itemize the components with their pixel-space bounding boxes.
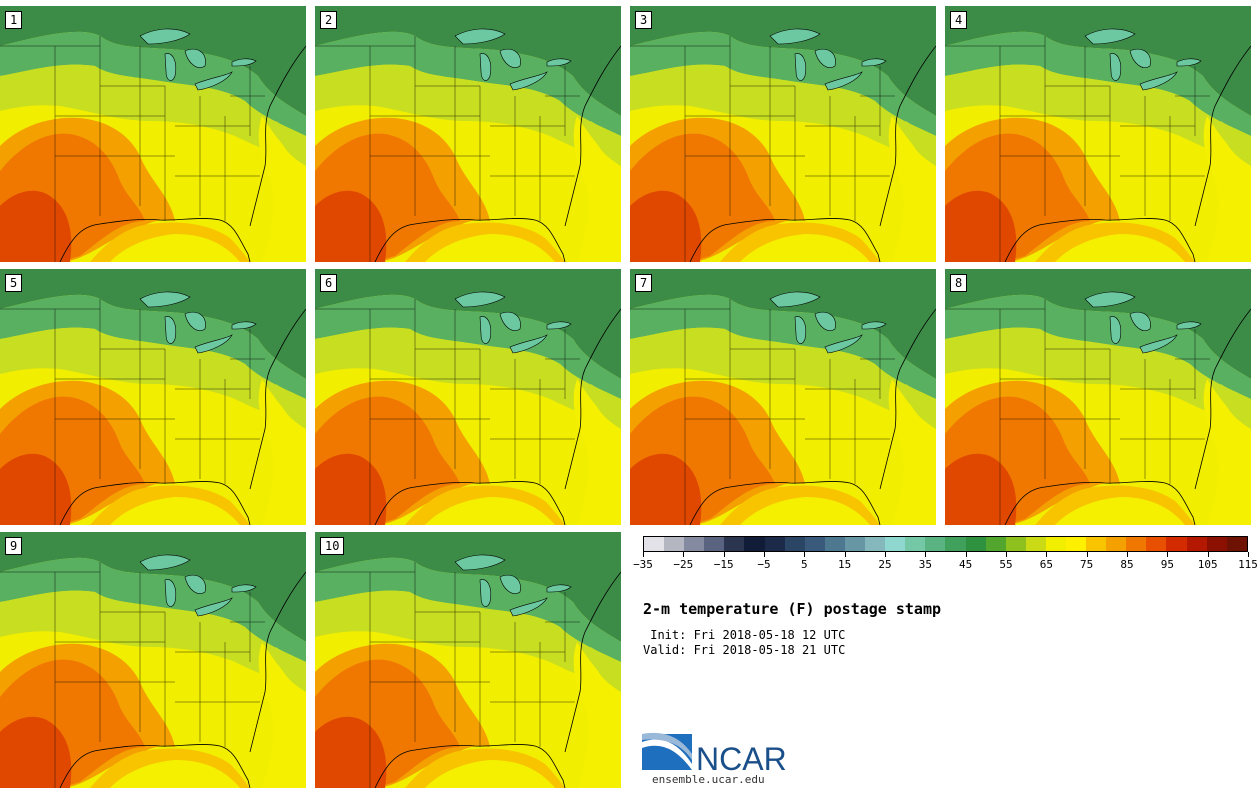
ensemble-member-panel: 1 [0, 6, 306, 262]
panel-member-label: 8 [950, 274, 968, 292]
colorbar-swatch [1146, 537, 1167, 551]
panel-member-label: 9 [5, 537, 23, 555]
panel-member-label: 3 [635, 11, 653, 29]
colorbar-swatch [885, 537, 906, 551]
colorbar-tick [844, 552, 846, 557]
colorbar-tick [925, 552, 927, 557]
panel-member-label: 5 [5, 274, 23, 292]
colorbar-swatch [744, 537, 765, 551]
colorbar-swatch [1025, 537, 1046, 551]
ensemble-member-panel: 3 [630, 6, 936, 262]
colorbar-tick [683, 552, 685, 557]
colorbar-swatch [804, 537, 825, 551]
colorbar-tick [885, 552, 886, 557]
colorbar-tick-label: 115 [1238, 558, 1258, 571]
colorbar-swatch [764, 537, 785, 551]
colorbar-tick [1248, 552, 1249, 557]
colorbar-tick-label: 35 [918, 558, 932, 571]
colorbar-tick-label: 25 [878, 558, 892, 571]
colorbar-tick-label: −5 [757, 558, 771, 571]
colorbar [643, 536, 1248, 552]
colorbar-ticks: −35 −25 −15 −5 5 15 25 35 45 55 65 75 85 95 105 115 [633, 552, 1258, 574]
colorbar-swatch [824, 537, 845, 551]
colorbar-tick [723, 552, 725, 557]
colorbar-swatch [865, 537, 886, 551]
colorbar-swatch [664, 537, 685, 551]
colorbar-tick [643, 552, 644, 557]
valid-time: Valid: Fri 2018-05-18 21 UTC [643, 643, 846, 657]
colorbar-swatch [945, 537, 966, 551]
colorbar-swatch [1126, 537, 1147, 551]
panel-member-label: 2 [320, 11, 338, 29]
colorbar-swatch [1045, 537, 1066, 551]
colorbar-tick-label: 15 [838, 558, 852, 571]
colorbar-swatch [684, 537, 705, 551]
colorbar-swatch [1005, 537, 1026, 551]
colorbar-swatch [1186, 537, 1207, 551]
colorbar-swatch [965, 537, 986, 551]
ensemble-member-panel: 10 [315, 532, 621, 788]
ensemble-member-panel: 4 [945, 6, 1251, 262]
colorbar-swatch [1065, 537, 1087, 551]
panel-member-label: 1 [5, 11, 23, 29]
colorbar-tick-label: 85 [1120, 558, 1134, 571]
colorbar-tick [1127, 552, 1128, 557]
ensemble-member-panel: 2 [315, 6, 621, 262]
colorbar-swatch [844, 537, 866, 551]
colorbar-swatch [905, 537, 926, 551]
colorbar-swatch [784, 537, 805, 551]
ensemble-member-panel: 5 [0, 269, 306, 525]
colorbar-swatch [1086, 537, 1107, 551]
plot-title: 2-m temperature (F) postage stamp [643, 600, 942, 618]
colorbar-swatch [644, 537, 665, 551]
colorbar-swatch [1206, 537, 1227, 551]
colorbar-swatch [1166, 537, 1187, 551]
panel-member-label: 10 [320, 537, 345, 555]
colorbar-tick [1006, 552, 1007, 557]
colorbar-tick [965, 552, 967, 557]
colorbar-tick [1086, 552, 1088, 557]
colorbar-tick-label: −25 [673, 558, 694, 571]
colorbar-tick [1207, 552, 1209, 557]
colorbar-tick-label: 5 [801, 558, 808, 571]
colorbar-swatch [925, 537, 946, 551]
colorbar-tick-label: 65 [1039, 558, 1053, 571]
colorbar-tick [1046, 552, 1048, 557]
colorbar-swatch [1106, 537, 1127, 551]
colorbar-tick-label: 95 [1160, 558, 1174, 571]
colorbar-tick-label: 105 [1197, 558, 1218, 571]
panel-member-label: 4 [950, 11, 968, 29]
colorbar-tick [804, 552, 806, 557]
colorbar-tick [764, 552, 765, 557]
colorbar-tick-label: 45 [959, 558, 973, 571]
colorbar-tick [1167, 552, 1169, 557]
colorbar-tick-label: −35 [633, 558, 653, 571]
ensemble-member-panel: 9 [0, 532, 306, 788]
panel-member-label: 6 [320, 274, 338, 292]
colorbar-swatch [1226, 537, 1247, 551]
logo-text: NCAR [696, 741, 787, 774]
colorbar-tick-label: 75 [1080, 558, 1094, 571]
colorbar-tick-label: −15 [713, 558, 734, 571]
ensemble-member-panel: 8 [945, 269, 1251, 525]
ensemble-member-panel: 7 [630, 269, 936, 525]
ncar-logo: NCAR [642, 730, 792, 777]
colorbar-swatch [704, 537, 725, 551]
colorbar-swatch [985, 537, 1006, 551]
logo-url: ensemble.ucar.edu [652, 773, 765, 786]
colorbar-tick-label: 55 [999, 558, 1013, 571]
panel-member-label: 7 [635, 274, 653, 292]
init-time: Init: Fri 2018-05-18 12 UTC [643, 628, 846, 642]
ensemble-member-panel: 6 [315, 269, 621, 525]
colorbar-swatch [724, 537, 745, 551]
